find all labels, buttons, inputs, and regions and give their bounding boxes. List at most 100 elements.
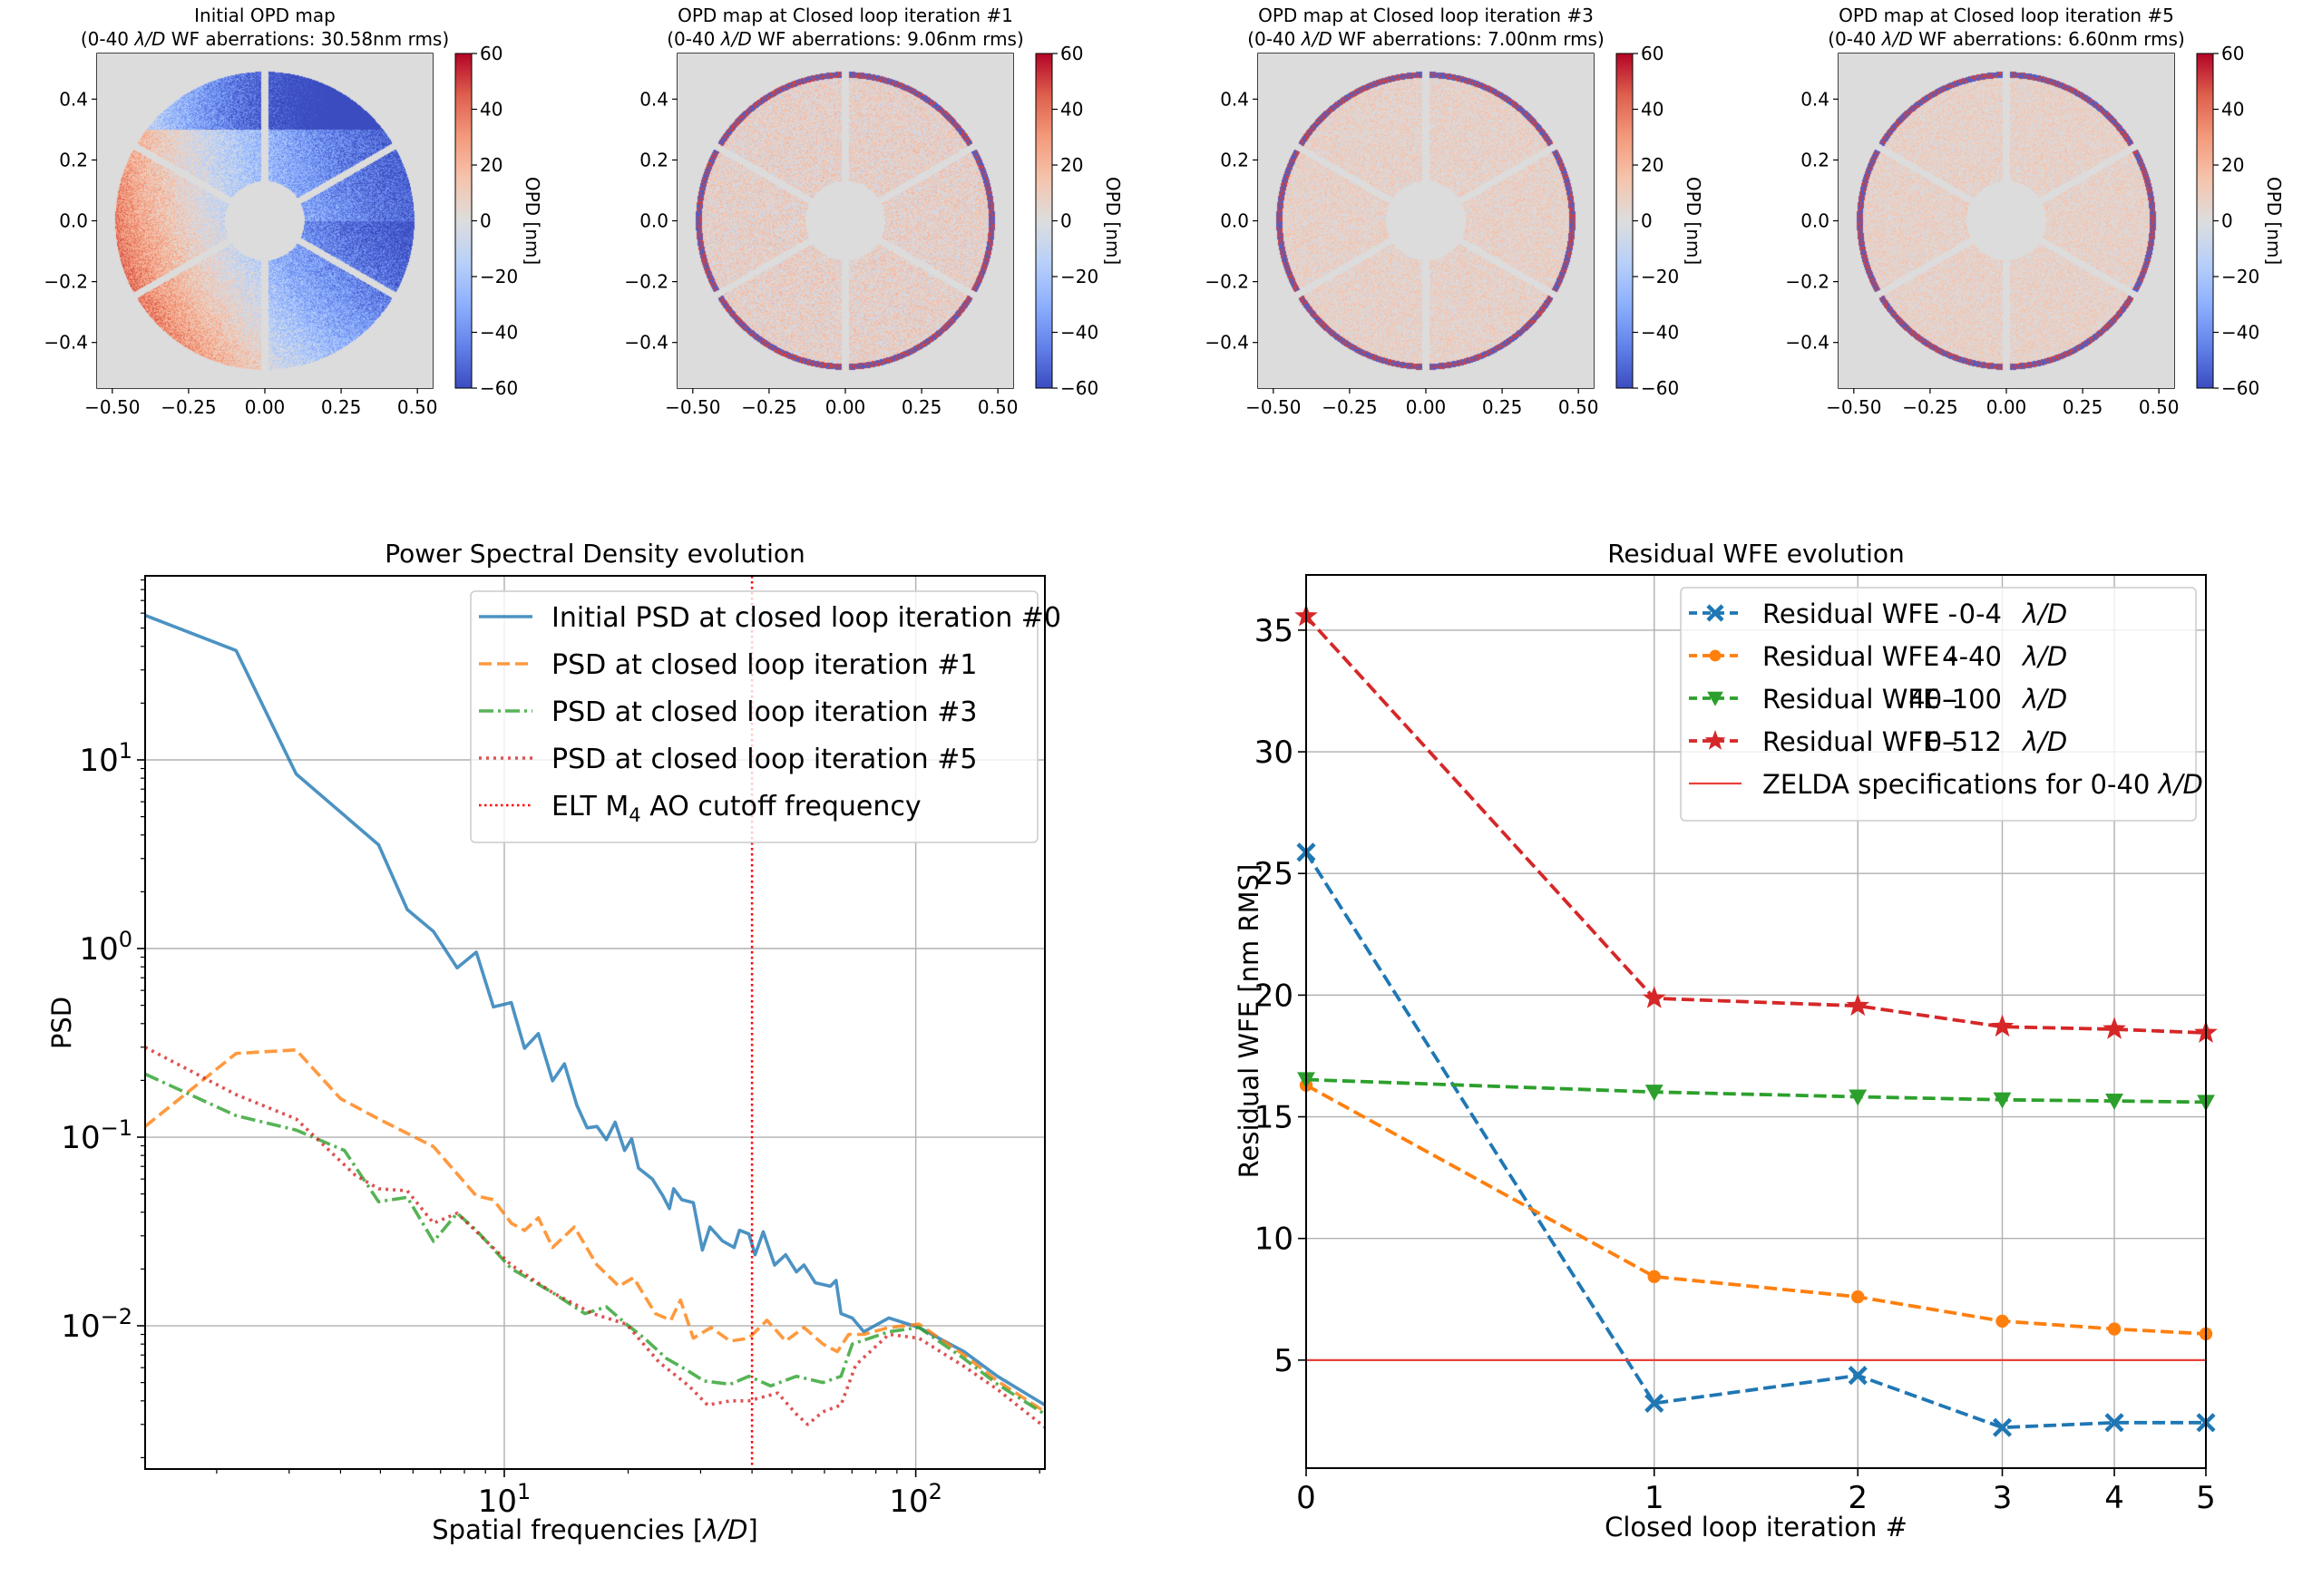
- colorbar-tick-label: 0: [1060, 210, 1072, 232]
- subtitle-lambda-d: λ/D: [720, 28, 752, 50]
- x-tick-label: −0.25: [1322, 396, 1377, 418]
- y-tick-label: −0.2: [44, 271, 88, 293]
- wfe-data-point: [2104, 1413, 2124, 1433]
- wfe-legend-marker: [1706, 604, 1724, 622]
- psd-series-line-2: [145, 1072, 1045, 1416]
- opd-panel-subtitle: (0-40 λ/D WF aberrations: 9.06nm rms): [667, 28, 1024, 50]
- psd-xlabel: Spatial frequencies [λ/D]: [432, 1514, 758, 1545]
- y-tick-label: −0.4: [1785, 332, 1829, 354]
- tick-exponent: 0: [119, 927, 132, 952]
- y-tick-label: 5: [1273, 1343, 1293, 1379]
- colorbar-tick-label: 20: [2221, 154, 2244, 176]
- wfe-data-point: [1851, 1289, 1865, 1304]
- opd-map-image: [1839, 54, 2174, 388]
- opd-panel-5: OPD map at Closed loop iteration #5(0-40…: [1785, 5, 2285, 418]
- subtitle-suffix: WF aberrations: 30.58nm rms): [165, 28, 449, 50]
- x-tick-label: −0.25: [161, 396, 216, 418]
- wfe-data-point: [2105, 1094, 2123, 1111]
- x-tick-label: 0.50: [978, 396, 1019, 418]
- psd-legend: Initial PSD at closed loop iteration #0 P…: [470, 590, 1061, 843]
- y-tick-label: −0.2: [1205, 271, 1249, 293]
- y-tick-label: 0.0: [59, 210, 88, 232]
- colorbar-tick-label: 20: [480, 154, 502, 176]
- y-tick-label: 0.2: [59, 149, 88, 170]
- x-tick-label: 0.50: [2139, 396, 2180, 418]
- x-tick-label: −0.25: [1902, 396, 1957, 418]
- opd-map-image: [678, 54, 1013, 388]
- y-tick-label: 101: [79, 738, 132, 779]
- wfe-legend-unit: λ/D: [2021, 641, 2067, 672]
- wfe-data-point: [1849, 1089, 1868, 1106]
- x-tick-label: 0.50: [397, 396, 438, 418]
- x-tick-label: −0.50: [1826, 396, 1881, 418]
- x-tick-label: 1: [1644, 1480, 1664, 1516]
- colorbar-label: OPD [nm]: [522, 177, 543, 265]
- y-tick-label: −0.4: [44, 332, 88, 354]
- colorbar-tick-label: −40: [1641, 322, 1679, 344]
- y-tick-label: 10−2: [61, 1304, 132, 1345]
- colorbar-tick-label: −60: [1060, 377, 1098, 399]
- wfe-series-line: [1305, 1084, 2207, 1336]
- psd-ylabel: PSD: [46, 997, 77, 1049]
- tick-base: 10: [61, 1120, 100, 1156]
- colorbar: [454, 53, 473, 389]
- tick-exponent: 1: [119, 738, 132, 764]
- psd-legend-label: PSD at closed loop iteration #1: [551, 649, 977, 681]
- y-tick-label: 0.0: [1800, 210, 1829, 232]
- y-tick-label: 0.2: [1800, 149, 1829, 170]
- colorbar-tick-label: 60: [480, 43, 502, 64]
- y-tick-label: 0.4: [1800, 88, 1829, 110]
- tick-base: 10: [79, 743, 118, 779]
- opd-panel-subtitle: (0-40 λ/D WF aberrations: 7.00nm rms): [1247, 28, 1605, 50]
- wfe-series-2: [1297, 1072, 2215, 1112]
- wfe-title: Residual WFE evolution: [1607, 539, 1905, 569]
- wfe-legend-label: Residual WFE -: [1762, 598, 1957, 629]
- y-tick-label: 10: [1254, 1221, 1293, 1258]
- y-tick-label: 25: [1254, 856, 1293, 892]
- x-tick-label: 0: [1296, 1480, 1316, 1516]
- x-tick-label: 3: [1993, 1480, 2013, 1516]
- subtitle-prefix: (0-40: [81, 28, 135, 50]
- wfe-data-point: [1995, 1314, 2009, 1328]
- opd-panel-3: OPD map at Closed loop iteration #3(0-40…: [1205, 5, 1704, 418]
- x-tick-label: 0.50: [1558, 396, 1599, 418]
- y-tick-label: 10−1: [61, 1115, 132, 1156]
- colorbar-tick-label: 40: [480, 99, 502, 121]
- x-tick-label: 0.00: [245, 396, 286, 418]
- x-tick-label: −0.50: [1245, 396, 1301, 418]
- wfe-legend-unit: λ/D: [2021, 684, 2067, 715]
- psd-legend-label: PSD at closed loop iteration #5: [551, 744, 977, 775]
- opd-map-image: [97, 54, 433, 388]
- legend-text: ZELDA specifications for 0-40: [1762, 769, 2159, 800]
- opd-panel-subtitle: (0-40 λ/D WF aberrations: 6.60nm rms): [1828, 28, 2185, 50]
- y-tick-label: 0.4: [639, 88, 668, 110]
- wfe-legend-marker: [1707, 691, 1723, 706]
- colorbar-tick-label: 20: [1060, 154, 1083, 176]
- psd-series-line-1: [145, 1048, 1045, 1414]
- colorbar-tick-label: −40: [2221, 322, 2259, 344]
- tick-exponent: −1: [101, 1115, 132, 1141]
- opd-panel-subtitle: (0-40 λ/D WF aberrations: 30.58nm rms): [81, 28, 449, 50]
- psd-series-line-3: [145, 1046, 1045, 1429]
- y-tick-label: −0.4: [624, 332, 668, 354]
- psd-series-line-0: [145, 613, 1045, 1406]
- psd-legend-box: [470, 590, 1039, 843]
- x-tick-label: 0.25: [2063, 396, 2103, 418]
- x-tick-label: −0.50: [665, 396, 720, 418]
- y-tick-label: 30: [1254, 735, 1293, 771]
- opd-panel-title: OPD map at Closed loop iteration #1: [678, 5, 1013, 26]
- wfe-data-point: [1990, 1014, 2015, 1037]
- colorbar-tick-label: −20: [1060, 266, 1098, 287]
- tick-exponent: −2: [101, 1304, 132, 1329]
- wfe-data-point: [1846, 993, 1870, 1017]
- y-tick-label: 100: [79, 927, 132, 968]
- wfe-data-point: [1647, 1270, 1661, 1284]
- legend-text: ELT M: [551, 791, 629, 822]
- y-tick-label: 20: [1254, 978, 1293, 1014]
- subtitle-suffix: WF aberrations: 6.60nm rms): [1913, 28, 2185, 50]
- wfe-legend-range: 0-512: [1926, 726, 2002, 757]
